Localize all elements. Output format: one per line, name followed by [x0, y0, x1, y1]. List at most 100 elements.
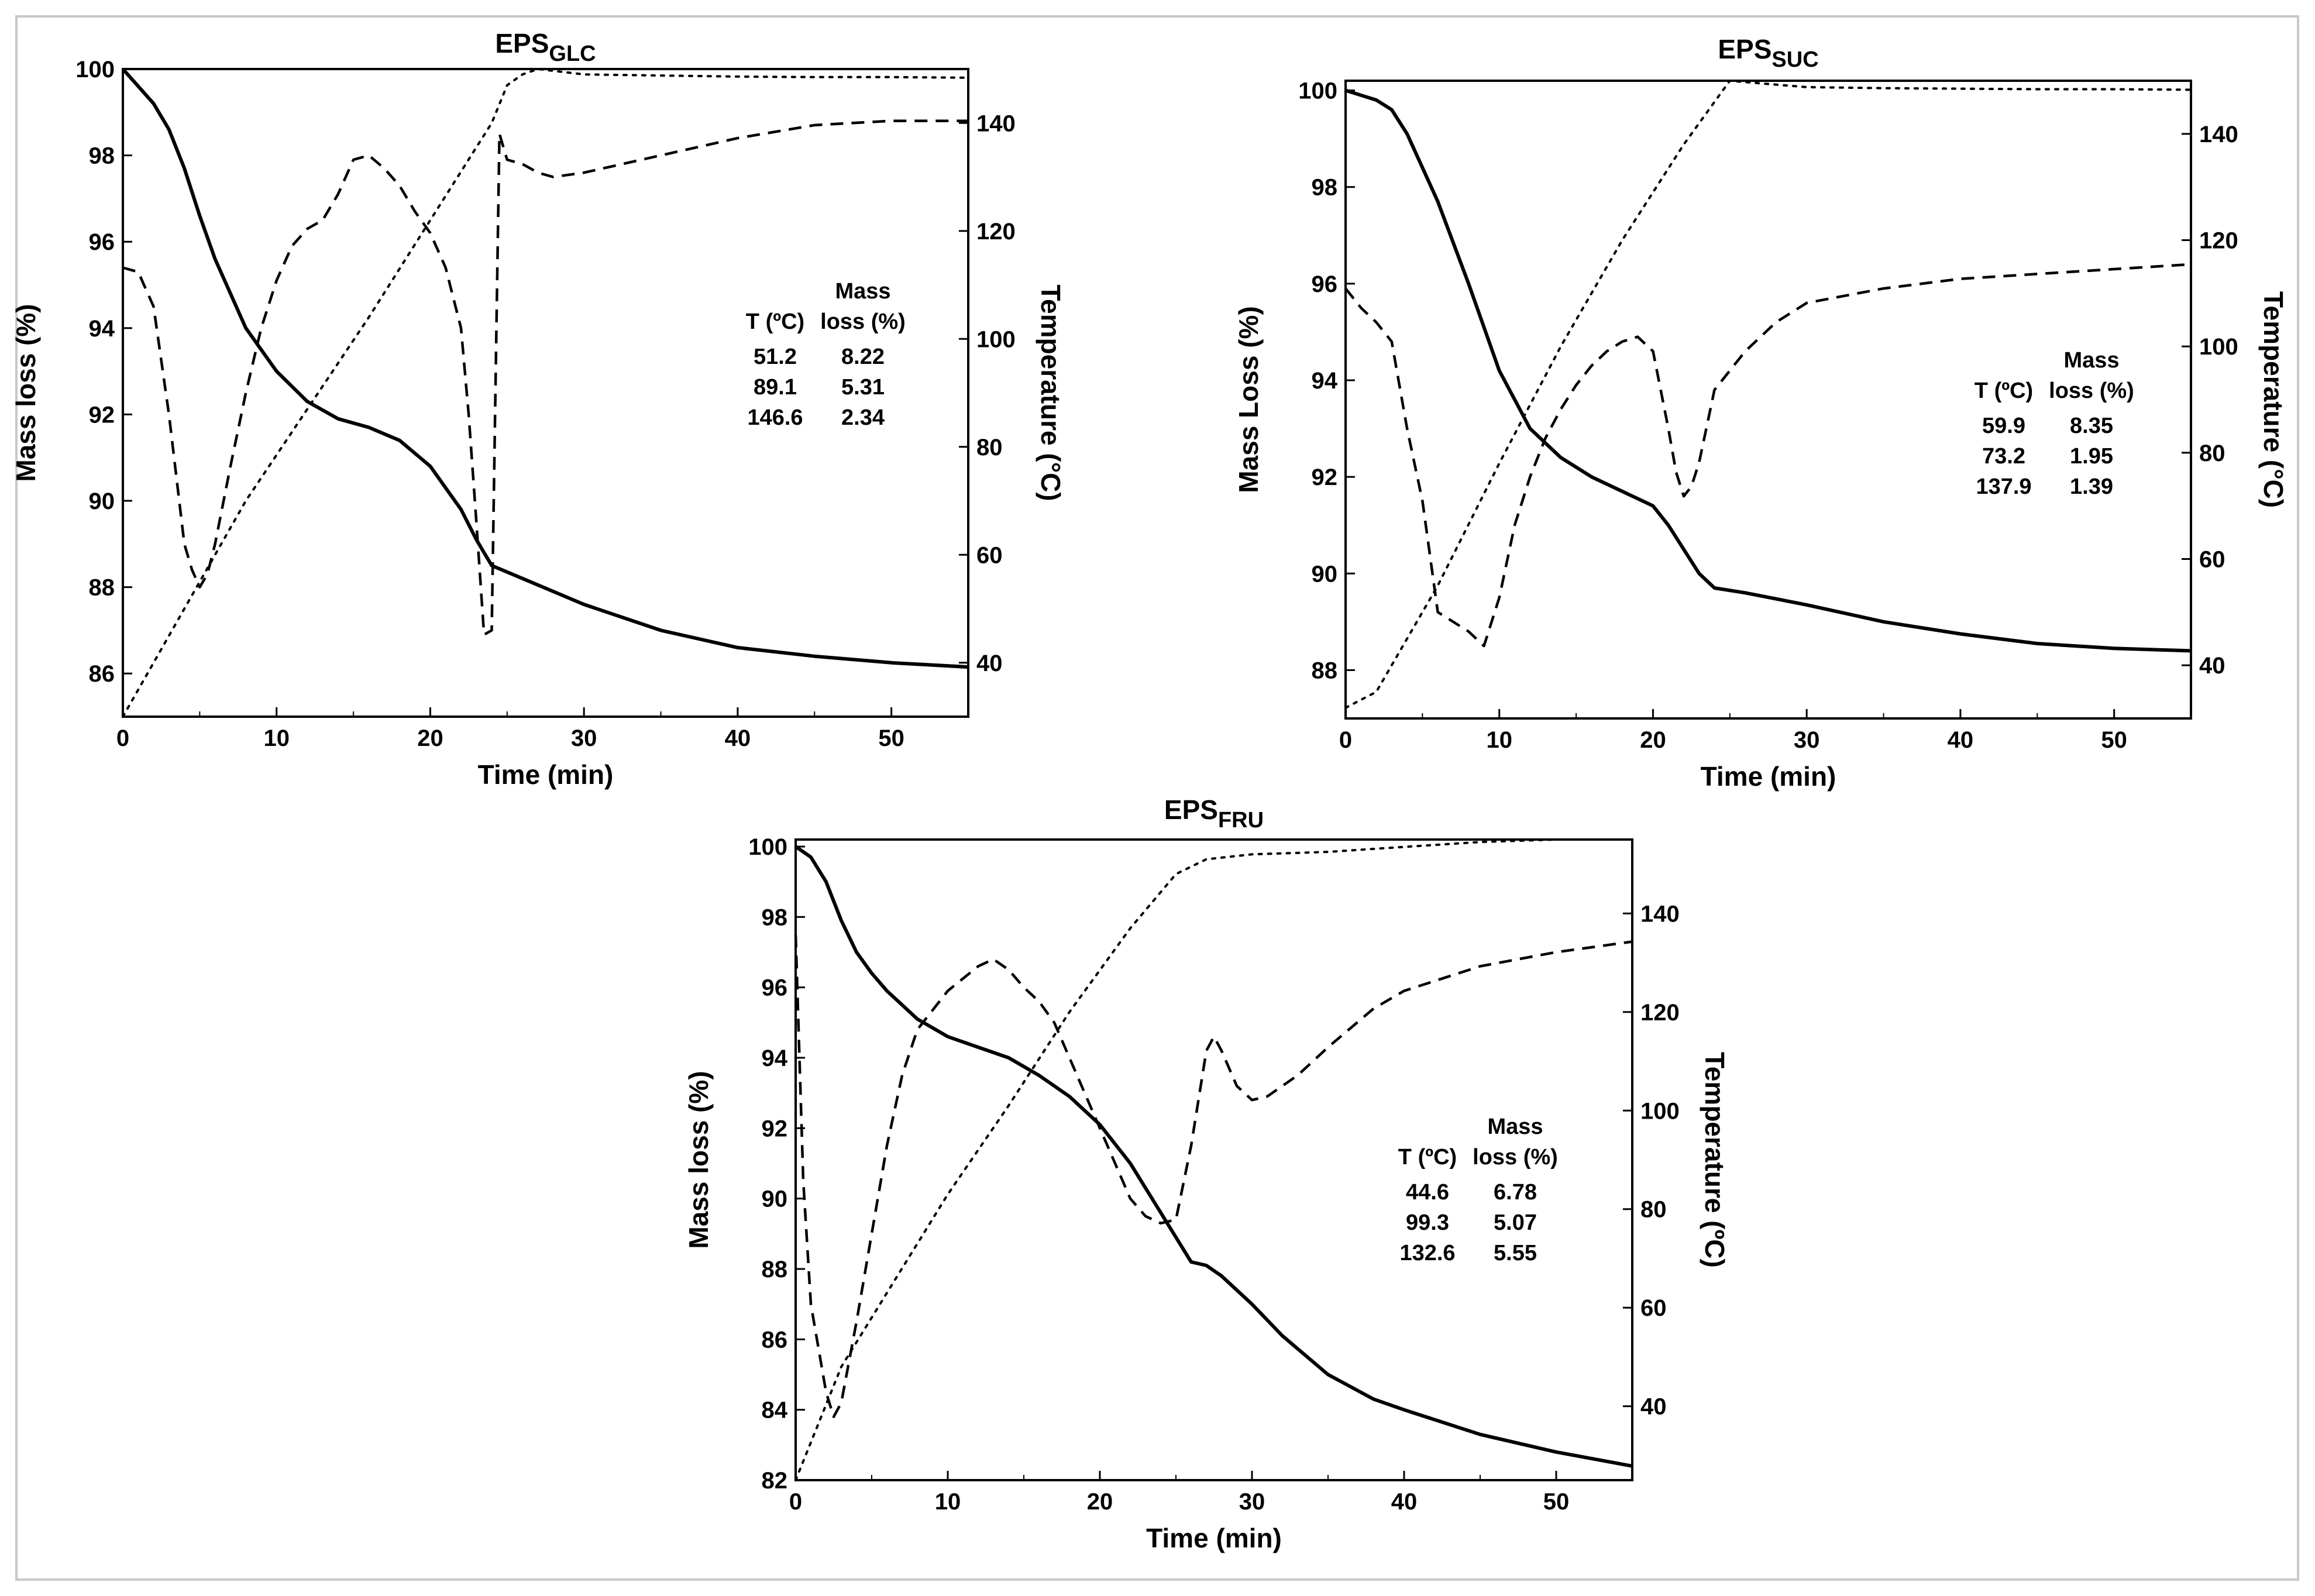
- x-tick-label: 30: [571, 725, 597, 751]
- y2-tick-label: 60: [976, 542, 1003, 568]
- y2-tick-label: 100: [1640, 1098, 1680, 1124]
- y-tick-label: 86: [89, 661, 115, 687]
- y-tick-label: 94: [89, 316, 115, 342]
- series-line-dashed: [122, 119, 968, 637]
- table-cell: 5.55: [1494, 1241, 1537, 1265]
- x-axis-label: Time (min): [1146, 1523, 1282, 1553]
- table-cell: 146.6: [747, 405, 803, 430]
- chart-glc: EPSGLC 0 10 20 30 40 50 86 88 90 92 94 96 98 100 40 60 80…: [11, 28, 1066, 790]
- y2-tick-label: 140: [2199, 122, 2238, 147]
- y-tick-label: 94: [762, 1045, 788, 1071]
- plot-frame: [122, 68, 969, 718]
- x-tick-label: 20: [1087, 1489, 1113, 1515]
- x-tick-label: 50: [2101, 727, 2127, 753]
- x-axis-label: Time (min): [1701, 761, 1836, 792]
- chart-title-subscript: FRU: [1218, 808, 1264, 833]
- y2-tick-label: 60: [1640, 1295, 1667, 1321]
- mass-loss-table: Mass T (ºC) loss (%) 51.2 8.22 89.1 5.31 146.6 2…: [746, 279, 906, 430]
- x-axis-label: Time (min): [478, 759, 614, 790]
- plot-frame: [1344, 80, 2192, 720]
- table-header-cell: loss (%): [1473, 1145, 1558, 1170]
- table-cell: 89.1: [754, 375, 797, 400]
- y-tick-label: 88: [762, 1257, 788, 1282]
- y2-tick-label: 120: [2199, 228, 2238, 254]
- chart-title-subscript: GLC: [549, 42, 596, 66]
- x-tick-label: 0: [1339, 727, 1352, 753]
- y2-tick-label: 140: [1640, 901, 1680, 927]
- table-cell: 8.22: [841, 345, 885, 369]
- y2-tick-label: 60: [2199, 547, 2225, 573]
- x-tick-label: 40: [1948, 727, 1974, 753]
- y-axis-label: Mass loss (%): [683, 1071, 714, 1248]
- table-cell: 1.95: [2070, 444, 2113, 469]
- y-tick-label: 84: [762, 1398, 788, 1423]
- y2-axis-label: Temperature (ºC): [1700, 1052, 1730, 1268]
- series-line-dashed: [1344, 263, 2192, 648]
- table-cell: 137.9: [1976, 474, 2031, 499]
- chart-suc: EPSSUC 0 10 20 30 40 50 88 90 92 94 96 98 100 40 60 80 10…: [1233, 34, 2289, 792]
- series-line-solid: [1345, 88, 2192, 653]
- y-tick-label: 100: [1298, 78, 1337, 104]
- y-tick-label: 98: [1312, 175, 1338, 201]
- y-tick-label: 88: [89, 575, 115, 601]
- table-cell: 132.6: [1399, 1241, 1455, 1265]
- x-tick-label: 10: [935, 1489, 961, 1515]
- series-line-solid: [794, 845, 1633, 1468]
- y-tick-label: 100: [748, 834, 787, 860]
- y2-tick-label: 140: [976, 111, 1016, 136]
- y-tick-label: 92: [89, 402, 115, 428]
- table-cell: 73.2: [1982, 444, 2025, 469]
- x-tick-label: 0: [116, 725, 129, 751]
- table-cell: 5.31: [841, 375, 885, 400]
- table-header-cell: loss (%): [820, 309, 906, 334]
- y-axis-label: Mass Loss (%): [1233, 306, 1264, 493]
- figure-frame: [15, 15, 2299, 1581]
- y-tick-label: 98: [89, 143, 115, 169]
- table-cell: 8.35: [2070, 414, 2113, 438]
- series-line-dotted: [794, 838, 1633, 1481]
- y2-tick-label: 100: [976, 326, 1016, 352]
- y2-tick-label: 120: [1640, 1000, 1680, 1026]
- x-tick-label: 40: [1391, 1489, 1418, 1515]
- table-cell: 59.9: [1982, 414, 2025, 438]
- mass-loss-table: Mass T (ºC) loss (%) 44.6 6.78 99.3 5.07 132.6 5…: [1398, 1115, 1558, 1265]
- y-tick-label: 94: [1312, 368, 1338, 394]
- series-line-dotted: [1344, 80, 2192, 709]
- table-header-cell: T (ºC): [1975, 379, 2033, 403]
- chart-title-main: EPS: [1718, 34, 1771, 64]
- x-tick-label: 10: [1486, 727, 1512, 753]
- x-tick-label: 20: [1640, 727, 1666, 753]
- chart-title-subscript: SUC: [1771, 47, 1818, 72]
- y-tick-label: 98: [762, 904, 788, 930]
- table-cell: 5.07: [1494, 1210, 1537, 1235]
- x-tick-label: 20: [417, 725, 443, 751]
- series-line-dotted: [122, 68, 969, 718]
- y-tick-label: 90: [1312, 561, 1338, 587]
- x-tick-label: 30: [1794, 727, 1820, 753]
- x-tick-label: 10: [263, 725, 290, 751]
- plot-frame: [794, 838, 1633, 1481]
- y-tick-label: 88: [1312, 658, 1338, 683]
- x-tick-label: 30: [1239, 1489, 1265, 1515]
- y2-axis-label: Temperature (°C): [2258, 291, 2289, 508]
- chart-title-main: EPS: [495, 28, 549, 59]
- table-cell: 51.2: [754, 345, 797, 369]
- chart-title: EPSFRU: [1164, 794, 1264, 833]
- y-tick-label: 92: [1312, 465, 1338, 490]
- table-header-cell: T (ºC): [746, 309, 804, 334]
- y-tick-label: 90: [762, 1186, 788, 1212]
- y-tick-label: 86: [762, 1327, 788, 1353]
- table-header-cell: T (ºC): [1398, 1145, 1457, 1170]
- y-tick-label: 96: [762, 975, 788, 1001]
- series-line-solid: [121, 68, 969, 669]
- table-header-cell: Mass: [2063, 348, 2119, 373]
- y-tick-label: 96: [1312, 271, 1338, 297]
- chart-title: EPSSUC: [1718, 34, 1818, 72]
- y2-tick-label: 40: [2199, 653, 2225, 679]
- table-cell: 44.6: [1406, 1180, 1449, 1205]
- y-tick-label: 96: [89, 229, 115, 255]
- mass-loss-table: Mass T (ºC) loss (%) 59.9 8.35 73.2 1.95 137.9 1…: [1975, 348, 2134, 499]
